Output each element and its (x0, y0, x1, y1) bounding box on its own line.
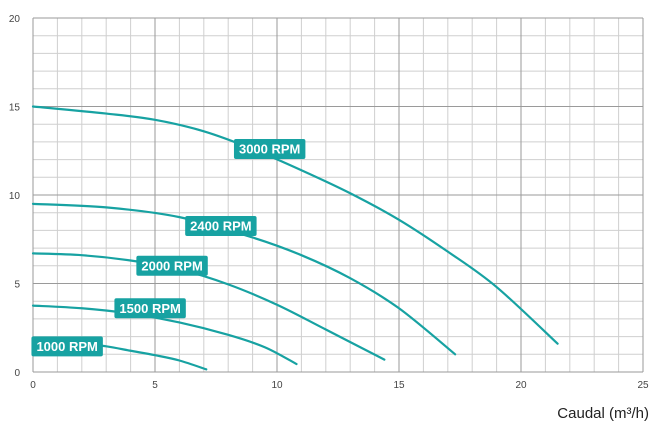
series-label-text-1500-rpm: 1500 RPM (119, 301, 180, 316)
series-label-box-2400-rpm (185, 215, 257, 236)
series-label-box-1000-rpm (31, 336, 103, 357)
series-label-text-2000-rpm: 2000 RPM (141, 258, 202, 273)
series-line-2000-rpm (31, 252, 386, 361)
series-label-1000-rpm: 1000 RPM (31, 336, 103, 357)
y-tick-label-15: 15 (9, 103, 21, 114)
series-label-box-2000-rpm (136, 255, 208, 276)
x-axis-label: Caudal (m³/h) (557, 405, 649, 422)
y-tick-label-20: 20 (9, 14, 21, 25)
series-labels: 1000 RPM 1500 RPM 2000 RPM 2400 RPM 3000 RPM (31, 138, 306, 357)
series-label-2000-rpm: 2000 RPM (136, 255, 208, 276)
x-tick-label-10: 10 (271, 380, 283, 391)
x-tick-label-0: 0 (30, 380, 36, 391)
x-tick-label-20: 20 (515, 380, 527, 391)
series-label-text-1000-rpm: 1000 RPM (36, 339, 97, 354)
x-tick-label-25: 25 (637, 380, 649, 391)
series-label-text-3000-rpm: 3000 RPM (239, 141, 300, 156)
series-line-2400-rpm (31, 202, 457, 356)
grid-major-lines (32, 17, 644, 373)
x-tick-label-5: 5 (152, 380, 158, 391)
series-label-box-1500-rpm (114, 298, 186, 319)
series-label-3000-rpm: 3000 RPM (233, 138, 306, 159)
series-label-1500-rpm: 1500 RPM (114, 298, 186, 319)
series-label-text-2400-rpm: 2400 RPM (190, 218, 251, 233)
series-line-3000-rpm (31, 105, 559, 345)
series-line-1500-rpm (31, 304, 298, 366)
x-tick-label-15: 15 (393, 380, 405, 391)
series-label-box-3000-rpm (233, 138, 306, 159)
series-label-2400-rpm: 2400 RPM (185, 215, 257, 236)
y-tick-label-0: 0 (14, 368, 20, 379)
y-tick-label-5: 5 (14, 280, 20, 291)
y-tick-label-10: 10 (9, 191, 21, 202)
axis-tick-labels: 0 5 10 15 20 25 0 5 10 15 20 (9, 14, 649, 391)
